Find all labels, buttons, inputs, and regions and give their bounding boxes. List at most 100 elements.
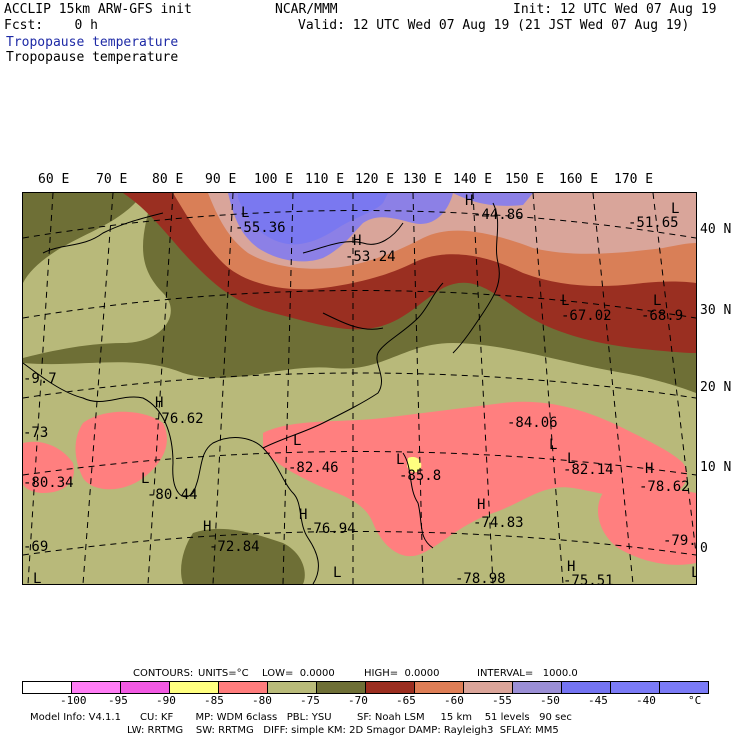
- contour-extremum-label: H: [645, 461, 654, 477]
- contour-extremum-label: H: [299, 507, 308, 523]
- units-label: UNITS=°C: [198, 668, 249, 679]
- contour-extremum-label: -79.8: [663, 533, 697, 549]
- longitude-label: 120 E: [355, 172, 395, 187]
- legend-swatch: [513, 682, 562, 693]
- coastlines: [23, 202, 500, 584]
- legend-swatch: [268, 682, 317, 693]
- contours-label: CONTOURS:: [133, 668, 194, 679]
- legend-tick-label: -75: [300, 694, 320, 707]
- longitude-label: 150 E: [505, 172, 545, 187]
- legend-swatch: [72, 682, 121, 693]
- fill-salmon-pacific: [263, 401, 687, 557]
- legend-swatch: [562, 682, 611, 693]
- longitude-label: 100 E: [254, 172, 294, 187]
- contour-extremum-label: -53.24: [345, 249, 396, 265]
- legend-tick-label: -90: [156, 694, 176, 707]
- forecast-hour: Fcst: 0 h: [4, 18, 98, 33]
- contour-extremum-label: -73: [23, 425, 49, 441]
- legend-swatch: [611, 682, 660, 693]
- contour-extremum-label: -80.44: [147, 487, 198, 503]
- legend-swatch: [317, 682, 366, 693]
- color-legend: [22, 681, 709, 694]
- latitude-label: 40 N: [700, 222, 732, 237]
- map-panel: L -55.36 H -53.24 H -44.86 L -51.65 L -67.02 L -68.…: [22, 192, 697, 585]
- org-label: NCAR/MMM: [275, 2, 338, 17]
- legend-swatch: [415, 682, 464, 693]
- longitude-label: 140 E: [453, 172, 493, 187]
- legend-tick-label: -95: [108, 694, 128, 707]
- model-title: ACCLIP 15km ARW-GFS init: [4, 2, 192, 17]
- contour-extremum-label: L: [293, 433, 302, 449]
- valid-time: Valid: 12 UTC Wed 07 Aug 19 (21 JST Wed …: [298, 18, 690, 33]
- contour-extremum-label: -78.98: [455, 571, 506, 585]
- fill-olive-seasia: [181, 528, 305, 584]
- legend-swatch: [121, 682, 170, 693]
- fill-yellow-core: [407, 457, 422, 473]
- graticule: [23, 193, 696, 584]
- contour-extremum-label: -80.34: [23, 475, 74, 491]
- contour-extremum-label: L: [691, 565, 696, 581]
- field-title-1: Tropopause temperature: [6, 35, 179, 50]
- fill-salmon-east: [598, 487, 696, 565]
- legend-swatch: [170, 682, 219, 693]
- latitude-label: 20 N: [700, 380, 732, 395]
- contour-extremum-label: L: [567, 451, 576, 467]
- contour-extremum-label: -44.86: [473, 207, 524, 223]
- legend-tick-label: -40: [636, 694, 656, 707]
- contour-extremum-label: -82.46: [288, 460, 339, 476]
- legend-tick-label: -50: [540, 694, 560, 707]
- contour-extremum-label: L: [141, 471, 150, 487]
- contour-extremum-label: L: [671, 201, 680, 217]
- contour-extremum-label: -67.02: [561, 308, 612, 324]
- fill-salmon-india: [75, 411, 167, 490]
- contour-extremum-label: -72.84: [209, 539, 260, 555]
- contour-extremum-label: H: [567, 559, 576, 575]
- contour-extremum-label: H: [477, 497, 486, 513]
- contour-extremum-label: -76.62: [153, 411, 204, 427]
- fill-salmon-arabian: [23, 441, 74, 493]
- contour-extremum-label: -9.7: [23, 371, 57, 387]
- contour-extremum-label: -76.94: [305, 521, 356, 537]
- contour-extremum-label: H: [155, 395, 164, 411]
- longitude-label: 110 E: [305, 172, 345, 187]
- legend-swatch: [366, 682, 415, 693]
- contour-extremum-label: -78.62: [639, 479, 690, 495]
- legend-tick-label: -55: [492, 694, 512, 707]
- contour-extremum-label: -74.83: [473, 515, 524, 531]
- contour-extremum-label: L: [561, 293, 570, 309]
- contour-extremum-label: -82.14: [563, 462, 614, 478]
- legend-tick-label: -80: [252, 694, 272, 707]
- model-info-line2: LW: RRTMG SW: RRTMG DIFF: simple KM: 2D …: [127, 725, 559, 736]
- latitude-label: 10 N: [700, 460, 732, 475]
- latitude-label: 30 N: [700, 303, 732, 318]
- legend-tick-label: -45: [588, 694, 608, 707]
- fill-blue: [238, 193, 388, 245]
- contour-extremum-label: -68.9: [641, 308, 684, 324]
- contour-extremum-label: -75.51: [563, 573, 614, 585]
- legend-swatch: [464, 682, 513, 693]
- longitude-label: 90 E: [205, 172, 237, 187]
- low-label: LOW= 0.0000: [262, 668, 335, 679]
- contour-extremum-label: -55.36: [235, 220, 286, 236]
- contour-extremum-label: -85.8: [399, 468, 442, 484]
- longitude-label: 80 E: [152, 172, 184, 187]
- longitude-label: 130 E: [403, 172, 443, 187]
- fill-olive-northwest: [23, 193, 143, 283]
- longitude-label: 60 E: [38, 172, 70, 187]
- legend-swatch: [23, 682, 72, 693]
- legend-swatch: [660, 682, 708, 693]
- contour-extremum-label: -51.65: [628, 215, 679, 231]
- high-label: HIGH= 0.0000: [364, 668, 440, 679]
- model-info-line1: Model Info: V4.1.1 CU: KF MP: WDM 6class…: [30, 712, 572, 723]
- legend-tick-label: -100: [60, 694, 87, 707]
- contour-extremum-label: H: [465, 193, 474, 209]
- legend-swatch: [219, 682, 268, 693]
- contour-extremum-label: L: [241, 205, 250, 221]
- interval-label: INTERVAL= 1000.0: [477, 668, 578, 679]
- legend-unit: °C: [688, 694, 702, 707]
- contour-extremum-label: H: [203, 519, 212, 535]
- contour-extremum-label: L: [549, 437, 558, 453]
- latitude-label: 0: [700, 541, 708, 556]
- contour-extremum-label: L: [653, 293, 662, 309]
- contour-extremum-label: L: [33, 571, 42, 585]
